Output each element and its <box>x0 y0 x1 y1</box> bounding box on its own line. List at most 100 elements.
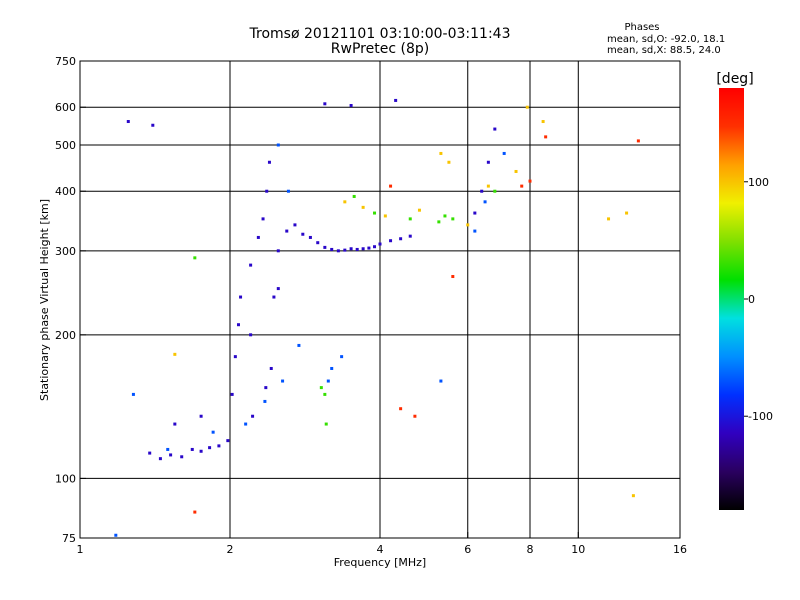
data-point <box>483 200 487 204</box>
chart-title: Tromsø 20121101 03:10:00-03:11:43 <box>249 26 511 42</box>
data-point <box>230 392 234 396</box>
data-point <box>301 232 305 236</box>
data-point <box>199 449 203 453</box>
data-point <box>486 184 490 188</box>
data-point <box>281 379 285 383</box>
data-point <box>352 194 356 198</box>
colorbar-tick-label: 0 <box>748 293 755 306</box>
x-tick-label: 10 <box>571 543 585 556</box>
data-point <box>239 295 243 299</box>
data-point <box>525 105 529 109</box>
data-point <box>169 453 173 457</box>
data-point <box>636 139 640 143</box>
data-point <box>193 510 197 514</box>
data-point <box>413 414 417 418</box>
y-tick-label: 100 <box>55 472 76 485</box>
y-axis-label: Stationary phase Virtual Height [km] <box>38 199 51 401</box>
data-point <box>131 392 135 396</box>
x-tick-label: 8 <box>527 543 534 556</box>
data-point <box>493 189 497 193</box>
data-point <box>264 386 268 390</box>
data-point <box>316 241 320 245</box>
data-point <box>502 151 506 155</box>
data-point <box>544 135 548 139</box>
stats-line-x: mean, sd,X: 88.5, 24.0 <box>607 45 721 56</box>
data-point <box>308 235 312 239</box>
data-point <box>631 494 635 498</box>
data-point <box>233 355 237 359</box>
data-point <box>126 120 130 124</box>
data-point <box>349 247 353 251</box>
data-point <box>265 189 269 193</box>
data-point <box>217 444 221 448</box>
data-point <box>148 451 152 455</box>
data-point <box>486 160 490 164</box>
stats-heading: Phases <box>624 22 659 33</box>
data-point <box>173 422 177 426</box>
data-point <box>263 399 267 403</box>
data-point <box>343 200 347 204</box>
data-point <box>520 184 524 188</box>
data-point <box>256 235 260 239</box>
colorbar-label: [deg] <box>716 71 753 87</box>
data-point <box>343 248 347 252</box>
data-point <box>180 455 184 459</box>
data-point <box>399 237 403 241</box>
data-point <box>480 189 484 193</box>
data-point <box>193 256 197 260</box>
data-point <box>383 214 387 218</box>
data-point <box>293 223 297 227</box>
data-point <box>261 217 265 221</box>
y-tick-label: 500 <box>55 139 76 152</box>
data-point <box>236 323 240 327</box>
data-point <box>286 189 290 193</box>
data-point <box>493 127 497 131</box>
data-point <box>285 229 289 233</box>
data-point <box>378 242 382 246</box>
data-point <box>190 447 194 451</box>
data-point <box>336 249 340 253</box>
x-tick-label: 1 <box>77 543 84 556</box>
data-point <box>355 247 359 251</box>
data-point <box>607 217 611 221</box>
data-point <box>349 104 353 108</box>
y-tick-label: 400 <box>55 185 76 198</box>
y-tick-label: 75 <box>62 532 76 545</box>
x-tick-label: 2 <box>227 543 234 556</box>
data-point <box>514 169 518 173</box>
data-point <box>276 249 280 253</box>
data-point <box>244 422 248 426</box>
data-point <box>319 386 323 390</box>
data-point <box>389 239 393 243</box>
data-points <box>114 98 640 537</box>
colorbar-ticks: 100 0 -100 <box>744 176 773 423</box>
data-point <box>625 211 629 215</box>
x-tick-label: 16 <box>673 543 687 556</box>
data-point <box>166 447 170 451</box>
data-point <box>249 263 253 267</box>
y-tick-label: 200 <box>55 329 76 342</box>
data-point <box>473 211 477 215</box>
colorbar <box>719 88 744 510</box>
x-axis-label: Frequency [MHz] <box>334 556 426 569</box>
data-point <box>451 275 455 279</box>
data-point <box>251 414 255 418</box>
data-point <box>330 247 334 251</box>
data-point <box>340 355 344 359</box>
y-tick-label: 600 <box>55 101 76 114</box>
data-point <box>373 245 377 249</box>
data-point <box>269 366 273 370</box>
chart-subtitle: RwPretec (8p) <box>331 41 429 57</box>
data-point <box>276 143 280 147</box>
data-point <box>394 98 398 102</box>
data-point <box>276 287 280 291</box>
stats-line-o: mean, sd,O: -92.0, 18.1 <box>607 34 725 45</box>
data-point <box>324 422 328 426</box>
data-point <box>326 379 330 383</box>
data-point <box>361 247 365 251</box>
data-point <box>114 533 118 537</box>
data-point <box>373 211 377 215</box>
colorbar-tick-label: 100 <box>748 176 769 189</box>
data-point <box>389 184 393 188</box>
